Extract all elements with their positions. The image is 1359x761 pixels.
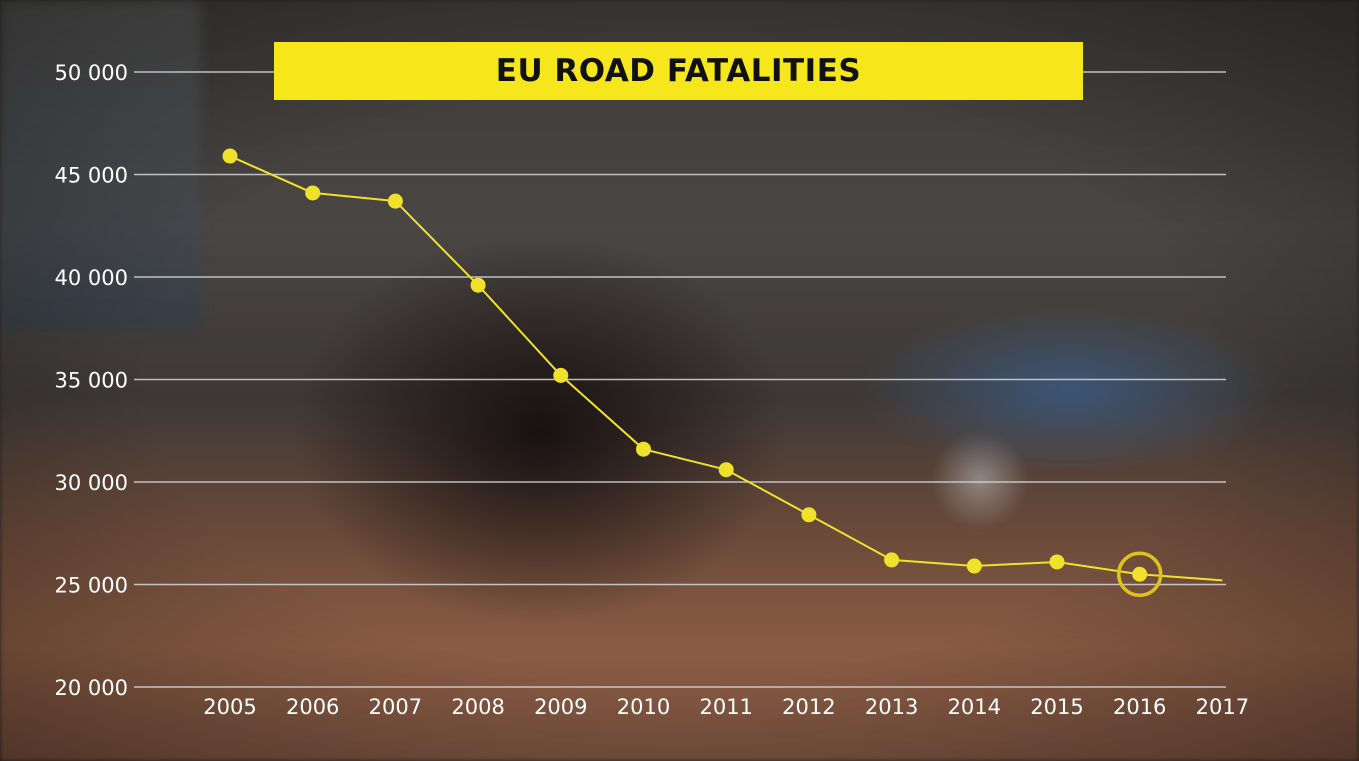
background-panel [0, 0, 200, 330]
data-point [884, 552, 900, 568]
data-point [801, 507, 817, 523]
x-tick-label: 2006 [286, 695, 339, 719]
x-tick-label: 2008 [451, 695, 504, 719]
y-tick-label: 40 000 [55, 266, 128, 290]
data-point [553, 367, 569, 383]
chart-title-banner: EU ROAD FATALITIES [274, 42, 1083, 100]
chart-title: EU ROAD FATALITIES [495, 53, 862, 89]
series-line [229, 155, 1223, 582]
y-tick-label: 25 000 [55, 574, 128, 598]
data-point [222, 148, 238, 164]
data-point [470, 277, 486, 293]
highlight-ring [1116, 551, 1163, 597]
data-point [636, 441, 651, 457]
y-tick-label: 30 000 [55, 471, 128, 495]
data-point [1132, 566, 1148, 582]
x-tick-label: 2014 [948, 695, 1001, 719]
x-tick-label: 2017 [1196, 695, 1249, 719]
x-tick-label: 2012 [782, 695, 835, 719]
x-tick-label: 2011 [699, 695, 752, 719]
y-tick-label: 20 000 [55, 676, 128, 700]
x-tick-label: 2013 [865, 695, 918, 719]
data-point [966, 558, 982, 574]
x-tick-label: 2007 [369, 695, 422, 719]
y-tick-label: 50 000 [55, 61, 128, 85]
data-point [305, 185, 321, 201]
x-tick-label: 2009 [534, 695, 587, 719]
x-tick-label: 2016 [1113, 695, 1166, 719]
x-tick-label: 2010 [617, 695, 670, 719]
x-tick-label: 2015 [1030, 695, 1083, 719]
y-tick-label: 45 000 [55, 164, 128, 188]
y-tick-label: 35 000 [55, 369, 128, 393]
data-point [718, 462, 734, 478]
data-point [387, 193, 403, 209]
data-point [1049, 554, 1065, 570]
x-tick-label: 2005 [203, 695, 256, 719]
